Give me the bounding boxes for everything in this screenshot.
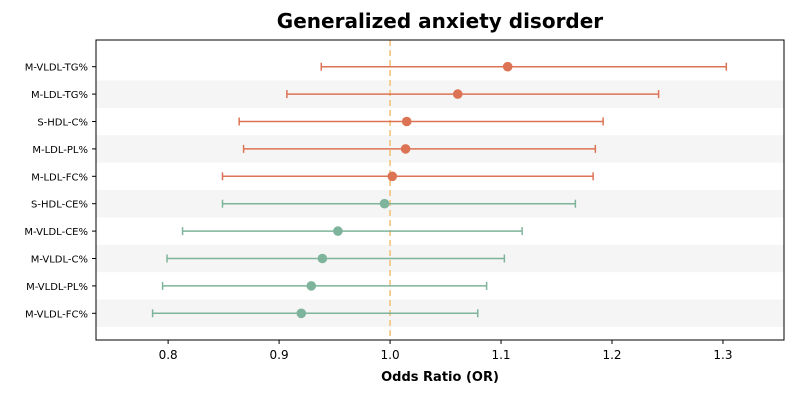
point-estimates [296,61,513,319]
x-axis-label: Odds Ratio (OR) [381,370,499,385]
plot-frame [95,39,785,341]
x-tick-label: 1.1 [491,348,510,362]
y-tick-label: S-HDL-C% [37,118,88,129]
point-estimate [333,226,343,236]
y-tick-label: M-VLDL-FC% [25,309,88,320]
point-estimate [452,89,463,99]
point-estimate [400,144,411,154]
point-estimate [317,253,328,264]
y-tick-label: M-LDL-PL% [32,145,88,156]
y-tick-label: M-VLDL-CE% [24,227,88,238]
point-estimate [387,171,398,182]
y-tick-label: S-HDL-CE% [31,200,88,211]
chart-title: Generalized anxiety disorder [276,9,604,33]
x-tick-label: 1.2 [602,348,621,362]
x-tick-label: 1.3 [713,348,732,362]
x-tick-label: 1.0 [381,348,400,362]
x-axis-ticks: 0.8 0.9 1.0 1.1 1.2 1.3 [159,340,733,362]
y-tick-label: M-VLDL-TG% [25,63,88,74]
x-tick-label: 0.9 [270,348,289,362]
y-tick-label: M-VLDL-C% [31,255,88,266]
y-axis-ticks: M-VLDL-TG% M-LDL-TG% S-HDL-C% M-LDL-PL% M-LD… [24,63,96,320]
point-estimate [401,116,412,127]
y-tick-label: M-VLDL-PL% [26,282,88,293]
point-estimate [306,281,317,291]
x-tick-label: 0.8 [159,348,178,362]
y-tick-label: M-LDL-TG% [31,90,88,101]
point-estimate [379,198,390,209]
point-estimate [296,308,307,319]
point-estimate [502,61,513,72]
y-tick-label: M-LDL-FC% [31,172,88,183]
confidence-intervals [151,62,728,318]
